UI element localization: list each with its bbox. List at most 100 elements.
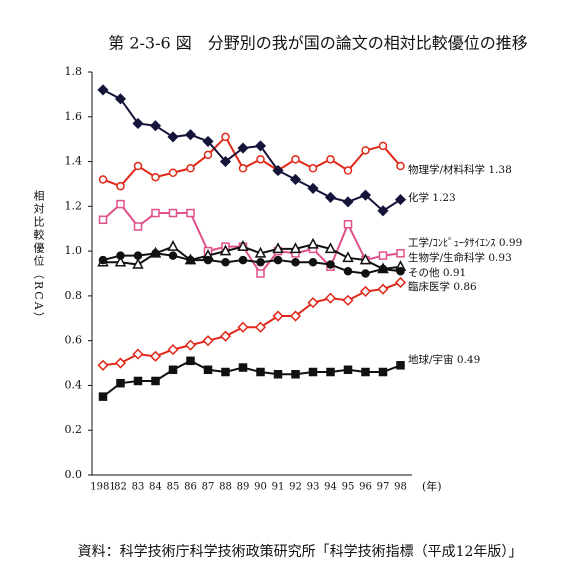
marker — [186, 356, 195, 366]
series-line — [102, 252, 401, 275]
series-label: その他 0.91 — [408, 266, 466, 279]
marker — [184, 129, 197, 141]
marker — [219, 155, 232, 168]
series-label: 化学 1.23 — [408, 191, 456, 204]
series-line — [102, 202, 401, 276]
marker — [307, 237, 319, 249]
marker — [116, 378, 125, 388]
marker — [396, 249, 405, 258]
marker — [219, 330, 232, 342]
y-tick-label: 0.6 — [65, 334, 83, 347]
x-tick-label: 85 — [167, 482, 180, 493]
marker — [168, 251, 178, 260]
marker — [238, 164, 248, 173]
x-tick-label: 94 — [324, 482, 337, 493]
marker — [396, 267, 405, 276]
marker — [343, 365, 353, 375]
marker — [378, 251, 388, 260]
series-label: 地球/宇宙 0.49 — [408, 353, 480, 366]
marker — [342, 294, 354, 306]
marker — [203, 255, 213, 265]
marker — [343, 267, 353, 276]
marker — [221, 258, 230, 267]
marker — [149, 350, 162, 362]
marker — [378, 264, 388, 274]
marker — [342, 196, 354, 208]
marker — [221, 367, 230, 377]
marker — [308, 164, 318, 173]
marker — [219, 244, 232, 256]
x-tick-label: 90 — [254, 482, 267, 493]
x-tick-label: 92 — [289, 482, 302, 493]
marker — [168, 168, 178, 177]
marker — [343, 219, 353, 229]
marker — [203, 150, 213, 160]
marker — [256, 367, 265, 377]
marker — [343, 166, 353, 175]
marker — [237, 240, 249, 251]
marker — [149, 120, 162, 132]
marker — [396, 361, 405, 370]
marker — [359, 189, 372, 201]
marker — [289, 173, 302, 186]
marker — [186, 164, 195, 173]
marker — [359, 253, 372, 265]
marker — [326, 367, 335, 377]
marker — [114, 357, 127, 369]
marker — [167, 131, 179, 143]
marker — [132, 117, 144, 130]
marker — [272, 310, 284, 322]
marker — [202, 135, 214, 147]
x-tick-label: 83 — [132, 482, 145, 493]
series-label: 物理学/材料科学 1.38 — [408, 163, 512, 176]
marker — [237, 142, 249, 154]
marker — [254, 321, 267, 333]
marker — [202, 335, 214, 347]
marker — [238, 363, 248, 372]
marker — [326, 155, 335, 164]
marker — [168, 208, 178, 218]
y-tick-label: 1.4 — [65, 155, 83, 168]
x-tick-label: 86 — [184, 482, 197, 493]
marker — [116, 181, 125, 191]
marker — [273, 370, 283, 379]
marker — [361, 269, 370, 278]
series-label: 工学/ｺﾝﾋﾟｭｰﾀｻｲｴﾝｽ 0.99 — [408, 236, 522, 249]
marker — [116, 251, 125, 260]
marker — [254, 246, 267, 258]
x-tick-label: 87 — [202, 482, 215, 493]
marker — [184, 339, 197, 351]
x-tick-label: 98 — [394, 482, 407, 493]
marker — [221, 132, 230, 142]
marker — [272, 164, 284, 177]
x-tick-label: 91 — [272, 482, 285, 493]
y-tick-label: 0.0 — [65, 468, 83, 481]
series-label: 臨床医学 0.86 — [408, 280, 477, 293]
y-tick-label: 0.8 — [65, 289, 83, 302]
marker — [307, 182, 319, 194]
marker — [186, 255, 195, 265]
marker — [133, 376, 143, 386]
marker — [377, 283, 389, 295]
marker — [359, 285, 372, 297]
series-line — [102, 281, 401, 367]
marker — [237, 321, 249, 333]
marker — [256, 155, 265, 164]
marker — [291, 370, 300, 379]
marker — [289, 310, 302, 322]
marker — [326, 260, 335, 269]
marker — [291, 155, 300, 164]
marker — [132, 257, 144, 269]
series-line — [102, 359, 401, 398]
marker — [151, 376, 160, 386]
marker — [98, 175, 108, 184]
y-tick-label: 1.2 — [65, 199, 83, 212]
marker — [272, 242, 284, 254]
marker — [133, 251, 143, 260]
x-tick-label: 96 — [359, 482, 372, 493]
marker — [168, 365, 178, 375]
marker — [98, 392, 108, 401]
x-tick-label: 84 — [149, 482, 162, 493]
x-tick-label: 89 — [237, 482, 250, 493]
